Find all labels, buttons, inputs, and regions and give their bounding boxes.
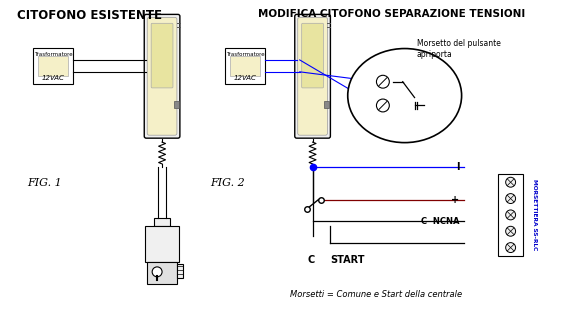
Bar	[498, 174, 523, 256]
Circle shape	[152, 267, 162, 277]
Circle shape	[506, 177, 515, 187]
FancyBboxPatch shape	[144, 15, 180, 138]
Text: 12VAC: 12VAC	[42, 75, 65, 81]
Text: C: C	[307, 255, 315, 265]
Bar	[177, 264, 183, 278]
Bar	[154, 218, 170, 226]
Text: 12VAC: 12VAC	[234, 75, 257, 81]
FancyBboxPatch shape	[302, 23, 324, 88]
Text: FIG. 2: FIG. 2	[211, 178, 245, 188]
Circle shape	[506, 194, 515, 204]
Bar	[33, 48, 73, 84]
Circle shape	[506, 243, 515, 252]
FancyBboxPatch shape	[295, 15, 331, 138]
Text: Morsetti = Comune e Start della centrale: Morsetti = Comune e Start della centrale	[290, 290, 462, 298]
Bar	[147, 262, 177, 284]
Text: C  NCNA: C NCNA	[421, 217, 459, 226]
Bar	[38, 56, 68, 76]
FancyBboxPatch shape	[151, 23, 173, 88]
Text: Trasformatore: Trasformatore	[34, 52, 72, 57]
Bar	[174, 101, 179, 108]
Bar	[145, 226, 179, 262]
Bar	[324, 101, 329, 108]
FancyBboxPatch shape	[298, 17, 327, 135]
Circle shape	[506, 210, 515, 220]
Text: Trasformatore: Trasformatore	[226, 52, 265, 57]
Text: FIG. 1: FIG. 1	[28, 178, 62, 188]
Ellipse shape	[348, 49, 461, 143]
Bar	[226, 48, 265, 84]
Text: Morsetto del pulsante: Morsetto del pulsante	[417, 39, 501, 48]
Circle shape	[377, 99, 389, 112]
FancyBboxPatch shape	[147, 17, 177, 135]
Text: apriporta: apriporta	[417, 50, 452, 59]
Text: START: START	[331, 255, 365, 265]
Circle shape	[506, 226, 515, 236]
Text: MORSETTIERA SS-RLC: MORSETTIERA SS-RLC	[532, 179, 537, 251]
Circle shape	[377, 75, 389, 88]
Text: +: +	[451, 195, 459, 205]
Bar	[230, 56, 260, 76]
Text: CITOFONO ESISTENTE: CITOFONO ESISTENTE	[17, 10, 162, 23]
Text: MODIFICA CITOFONO SEPARAZIONE TENSIONI: MODIFICA CITOFONO SEPARAZIONE TENSIONI	[258, 10, 525, 19]
Text: I: I	[456, 162, 459, 172]
